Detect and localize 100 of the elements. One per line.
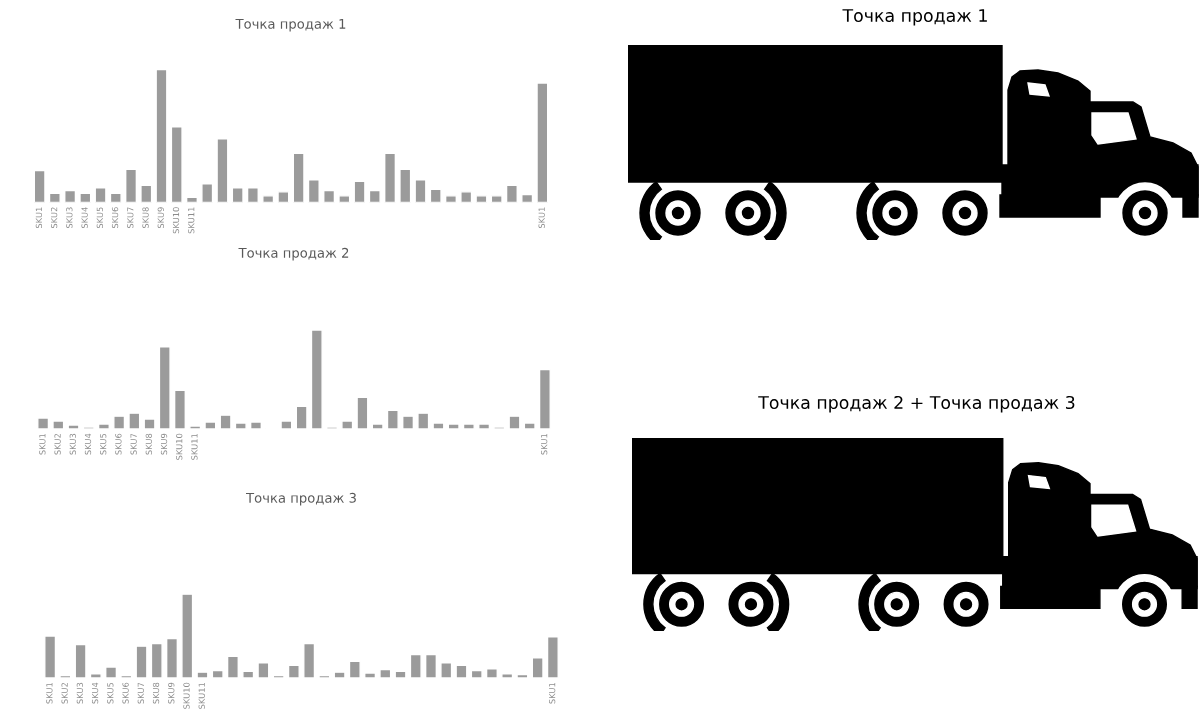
bar: [536, 82, 549, 203]
x-tick-label: SKU1: [35, 207, 43, 229]
x-tick-label: SKU11: [191, 433, 198, 460]
bar: [109, 192, 122, 203]
bar: [242, 670, 255, 678]
x-tick-label: SKU9: [168, 682, 175, 704]
x-tick-label: SKU6: [115, 433, 122, 455]
x-tick-label: SKU1: [541, 433, 548, 455]
bar: [521, 193, 534, 203]
x-tick-label: SKU4: [81, 207, 88, 229]
bar: [447, 423, 460, 429]
bar: [143, 418, 156, 429]
bar: [113, 415, 126, 429]
bar: [490, 195, 503, 203]
bar: [158, 346, 171, 429]
bar: [125, 168, 138, 203]
bar: [165, 637, 179, 678]
x-tick-label: SKU2: [54, 434, 61, 455]
bar: [249, 421, 263, 429]
bar: [429, 188, 442, 203]
bar: [470, 669, 483, 678]
bar: [67, 424, 80, 429]
bar: [97, 423, 110, 429]
bar: [295, 405, 308, 429]
bar: [440, 662, 453, 678]
bar: [307, 179, 320, 203]
x-tick-label: SKU3: [76, 682, 84, 704]
bar: [173, 389, 186, 429]
x-tick-label: SKU10: [176, 433, 183, 460]
bar: [287, 664, 300, 678]
bar: [323, 189, 336, 203]
x-tick-label: SKU8: [152, 682, 160, 704]
bar: [538, 368, 551, 429]
bar: [485, 668, 498, 678]
bar: [424, 653, 438, 678]
bar: [386, 409, 399, 429]
bar: [384, 152, 397, 203]
bar: [135, 645, 148, 678]
x-tick-label: SKU1: [39, 433, 46, 455]
x-tick-label: SKU8: [142, 207, 149, 229]
bar: [128, 412, 141, 429]
bar: [189, 425, 202, 429]
chart-title: Точка продаж 3: [245, 492, 356, 506]
bar: [79, 192, 92, 203]
bar: [460, 191, 473, 203]
bar: [257, 662, 270, 678]
bar: [219, 414, 232, 429]
bar: [546, 636, 559, 678]
bar: [246, 187, 259, 203]
x-tick-label: SKU3: [69, 433, 76, 455]
bar: [516, 673, 529, 678]
bar: [353, 180, 366, 203]
bar: [338, 195, 351, 203]
bar: [478, 423, 491, 429]
x-tick-label: SKU7: [127, 207, 134, 229]
bar: [409, 653, 422, 678]
x-tick-label: SKU5: [107, 682, 114, 704]
x-tick-label: SKU1: [46, 682, 53, 704]
bar: [417, 412, 430, 429]
bar: [399, 168, 412, 203]
bar: [37, 417, 50, 429]
x-tick-label: SKU9: [157, 207, 164, 229]
bar: [64, 189, 77, 203]
bar: [368, 189, 381, 203]
bar: [231, 187, 244, 203]
bar: [272, 674, 285, 678]
x-tick-label: SKU4: [91, 682, 99, 704]
bar: [196, 671, 209, 678]
bar: [462, 423, 475, 429]
x-tick-label: SKU10: [172, 207, 180, 234]
bar: [508, 415, 521, 429]
x-tick-label: SKU10: [183, 682, 190, 709]
bar: [262, 195, 275, 203]
bar: [475, 195, 488, 203]
x-tick-label: SKU2: [61, 683, 68, 704]
bar: [59, 674, 72, 678]
bar: [204, 421, 217, 429]
x-tick-label: SKU7: [137, 682, 144, 704]
x-tick-label: SKU11: [198, 682, 205, 709]
bar: [455, 664, 468, 678]
x-tick-label: SKU8: [145, 433, 152, 455]
bar: [211, 669, 224, 678]
x-tick-label: SKU5: [100, 433, 107, 455]
x-tick-label: SKU9: [160, 433, 168, 455]
text: Точка продаж 1: [842, 9, 987, 26]
bar: [341, 420, 354, 429]
bar: [44, 635, 57, 678]
bar: [523, 422, 536, 429]
bar: [364, 672, 377, 678]
text: Точка продаж 2 + Точка продаж 3: [758, 395, 1075, 413]
bar: [501, 673, 514, 678]
bar: [414, 179, 427, 203]
bar: [280, 420, 293, 429]
bar: [432, 422, 445, 429]
bar: [94, 187, 107, 203]
bar: [292, 152, 305, 203]
bar: [33, 169, 46, 203]
bar: [201, 183, 214, 203]
bar: [105, 666, 118, 678]
bar: [226, 655, 239, 678]
